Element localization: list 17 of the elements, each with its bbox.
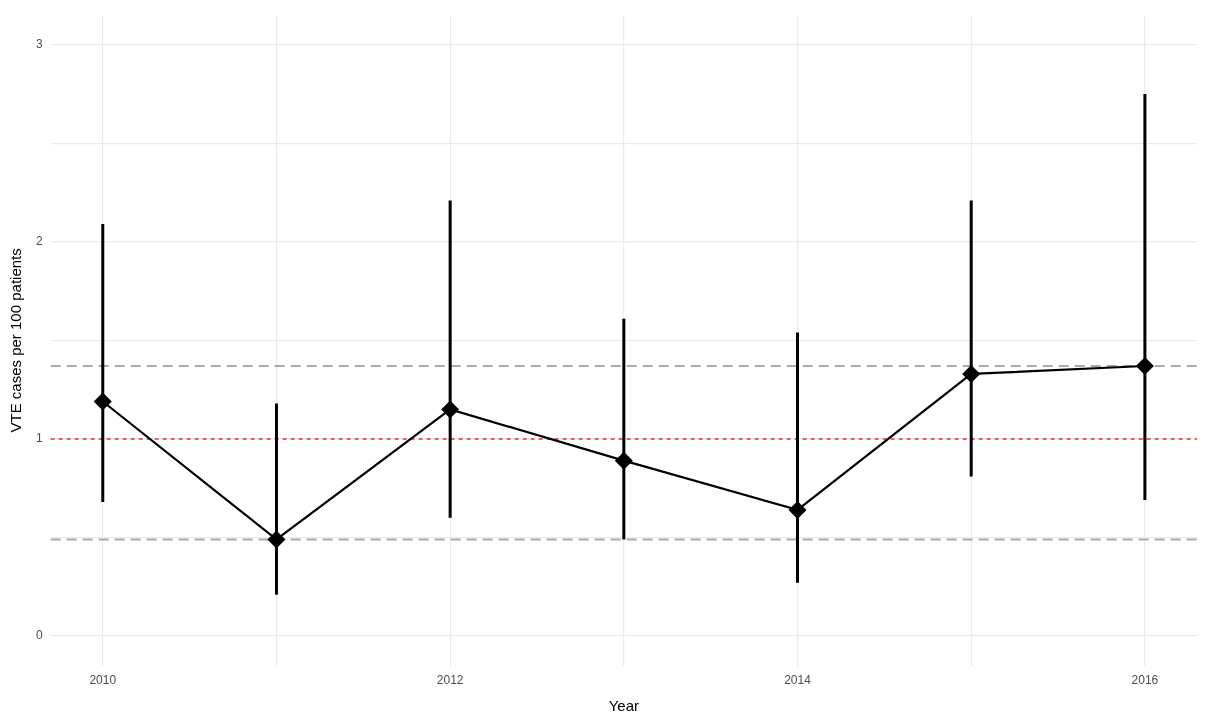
x-tick-label: 2010 [89, 673, 117, 688]
point [614, 451, 633, 470]
point [1135, 357, 1154, 376]
y-tick-label: 1 [35, 431, 43, 446]
point [788, 500, 807, 519]
y-tick-label: 3 [35, 37, 43, 52]
x-axis-title: Year [608, 697, 639, 715]
x-tick-label: 2012 [436, 673, 464, 688]
point [962, 364, 981, 383]
point [267, 530, 286, 549]
y-tick-label: 0 [35, 628, 43, 643]
point [93, 392, 112, 411]
point [441, 400, 460, 419]
y-axis-title: VTE cases per 100 patients [7, 248, 25, 433]
x-tick-label: 2014 [784, 673, 812, 688]
y-tick-label: 2 [35, 234, 43, 249]
x-tick-label: 2016 [1131, 673, 1159, 688]
